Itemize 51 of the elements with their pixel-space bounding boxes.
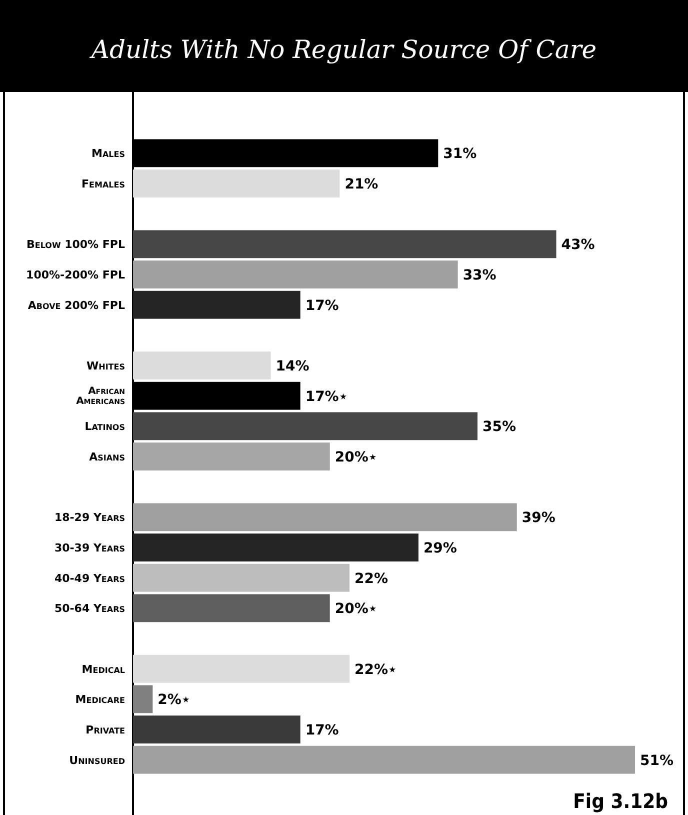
data-label: 17% [305,298,339,314]
y-tick-label: Whites [86,360,126,372]
y-tick-label: Males [92,147,126,160]
y-tick-label: 30-39 Years [54,542,126,554]
bar [133,503,517,532]
data-label: 20%⋆ [334,450,378,466]
data-label: 21% [344,176,378,192]
bar [133,534,418,562]
bar [133,594,330,622]
bar [133,685,153,714]
bar [133,290,300,319]
chart-title: Adults With No Regular Source Of Care [89,35,597,64]
data-label: 39% [522,510,556,526]
y-tick-label: Uninsured [69,754,126,767]
y-tick-label: Below 100% FPL [26,238,125,252]
y-tick-label: Females [82,178,126,190]
bar [133,412,478,440]
bar [133,260,458,288]
data-label: 43% [561,237,595,254]
data-label: 2%⋆ [158,692,190,708]
y-tick-label: Latinos [84,420,126,434]
y-tick-label: Medical [82,662,125,676]
bar [133,170,340,198]
y-tick-label: Asians [89,450,126,464]
bar [133,564,350,592]
data-label: 17% [305,722,339,738]
data-label: 31% [443,146,477,162]
bar [133,230,556,258]
data-label: 33% [462,268,496,284]
bar [133,442,330,470]
bar [133,654,350,683]
y-tick-label: Private [86,724,125,736]
data-label: 35% [482,419,516,436]
y-tick-label: 100%-200% FPL [26,268,125,282]
data-label: 22% [354,570,388,587]
bar [133,716,300,744]
data-label: 29% [423,540,457,556]
bar [133,352,271,380]
data-label: 17%⋆ [305,388,348,405]
y-tick-label: 18-29 Years [54,511,126,524]
data-label: 20%⋆ [334,601,378,618]
y-tick-label: Above 200% FPL [28,298,125,312]
data-label: 51% [640,752,674,769]
y-tick-label: 50-64 Years [54,602,126,616]
bar [133,746,635,774]
caption: Fig 3.12b [573,789,668,813]
data-label: 22%⋆ [354,662,397,678]
data-label: 14% [276,358,310,374]
y-tick-label: Medicare [75,693,125,706]
y-tick-label: African Americans [76,386,126,407]
y-tick-label: 40-49 Years [54,572,126,585]
